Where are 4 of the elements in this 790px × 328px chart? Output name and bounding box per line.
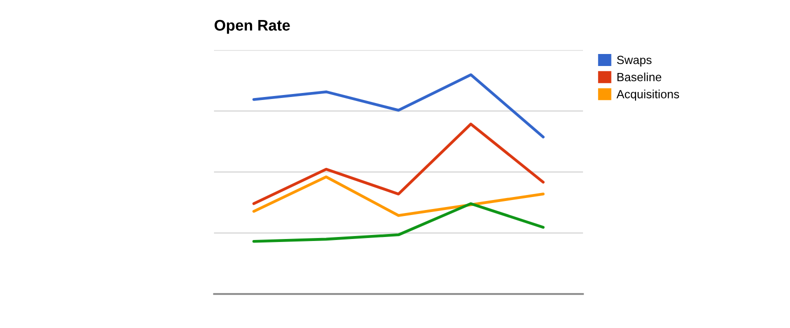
legend-label: Acquisitions [616, 90, 680, 101]
legend-label: Baseline [617, 72, 662, 82]
chart-title: Open Rate [214, 20, 290, 34]
legend-label: Swaps [617, 56, 652, 66]
